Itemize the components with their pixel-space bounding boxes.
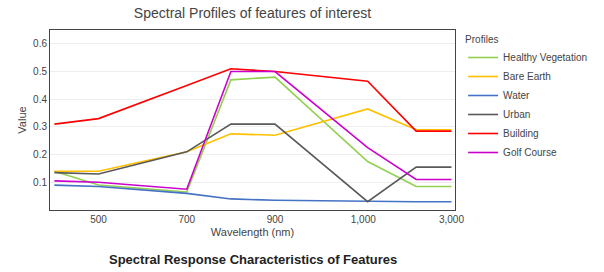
svg-text:0.1: 0.1	[33, 177, 47, 188]
svg-text:0.3: 0.3	[33, 121, 47, 132]
svg-text:Golf Course: Golf Course	[503, 147, 557, 158]
svg-text:Healthy Vegetation: Healthy Vegetation	[503, 52, 587, 63]
svg-text:0.6: 0.6	[33, 38, 47, 49]
svg-text:Water: Water	[503, 90, 530, 101]
svg-text:Value: Value	[16, 106, 28, 133]
svg-text:Bare Earth: Bare Earth	[503, 71, 551, 82]
svg-text:Wavelength (nm): Wavelength (nm)	[211, 226, 294, 238]
svg-text:0.2: 0.2	[33, 149, 47, 160]
svg-text:Profiles: Profiles	[465, 34, 498, 45]
svg-text:Building: Building	[503, 128, 539, 139]
svg-text:0.4: 0.4	[33, 94, 47, 105]
svg-text:500: 500	[90, 214, 107, 225]
svg-text:Spectral Response Characterist: Spectral Response Characteristics of Fea…	[109, 252, 397, 267]
svg-text:900: 900	[267, 214, 284, 225]
svg-text:Urban: Urban	[503, 109, 530, 120]
svg-text:1,000: 1,000	[351, 214, 376, 225]
svg-text:3,000: 3,000	[439, 214, 464, 225]
svg-text:700: 700	[178, 214, 195, 225]
svg-text:Spectral Profiles of features: Spectral Profiles of features of interes…	[134, 5, 371, 21]
svg-text:0.5: 0.5	[33, 66, 47, 77]
